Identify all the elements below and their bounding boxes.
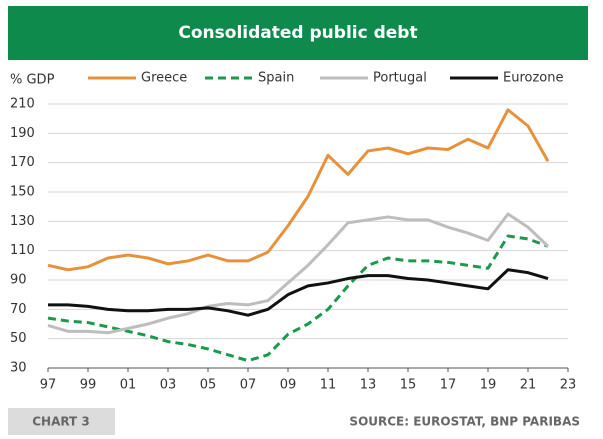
x-tick-label: 99 bbox=[80, 378, 97, 393]
legend-label: Spain bbox=[258, 71, 294, 86]
series-line bbox=[47, 234, 549, 363]
y-tick-label: 110 bbox=[10, 243, 35, 258]
y-tick-label: 50 bbox=[10, 331, 27, 346]
x-tick-label: 01 bbox=[120, 378, 137, 393]
chart-title: Consolidated public debt bbox=[178, 23, 417, 43]
y-tick-label: 70 bbox=[10, 302, 27, 317]
y-tick-label: 190 bbox=[10, 126, 35, 141]
y-tick-label: 130 bbox=[10, 214, 35, 229]
chart-label: CHART 3 bbox=[32, 415, 90, 429]
y-tick-label: 90 bbox=[10, 273, 27, 288]
x-tick-label: 07 bbox=[240, 378, 257, 393]
legend-label: Portugal bbox=[373, 71, 427, 86]
header-bar bbox=[8, 6, 588, 60]
y-tick-label: 210 bbox=[10, 97, 35, 112]
x-tick-label: 05 bbox=[200, 378, 217, 393]
x-tick-label: 21 bbox=[520, 378, 537, 393]
x-tick-label: 09 bbox=[280, 378, 297, 393]
y-tick-label: 30 bbox=[10, 361, 27, 376]
legend-label: Greece bbox=[141, 71, 187, 86]
x-tick-label: 11 bbox=[320, 378, 337, 393]
series-line bbox=[47, 108, 550, 272]
x-tick-label: 23 bbox=[560, 378, 577, 393]
x-tick-label: 13 bbox=[360, 378, 377, 393]
x-tick-label: 19 bbox=[480, 378, 497, 393]
legend-label: Eurozone bbox=[503, 71, 563, 86]
chart-label-box bbox=[8, 408, 115, 435]
series-line bbox=[47, 212, 550, 335]
series-line bbox=[48, 268, 549, 317]
x-tick-label: 97 bbox=[40, 378, 57, 393]
x-tick-label: 03 bbox=[160, 378, 177, 393]
x-tick-label: 15 bbox=[400, 378, 417, 393]
y-tick-label: 170 bbox=[10, 155, 35, 170]
source: SOURCE: EUROSTAT, BNP PARIBAS bbox=[349, 415, 580, 429]
x-tick-label: 17 bbox=[440, 378, 457, 393]
y-axis-label: % GDP bbox=[10, 73, 55, 88]
y-tick-label: 150 bbox=[10, 185, 35, 200]
